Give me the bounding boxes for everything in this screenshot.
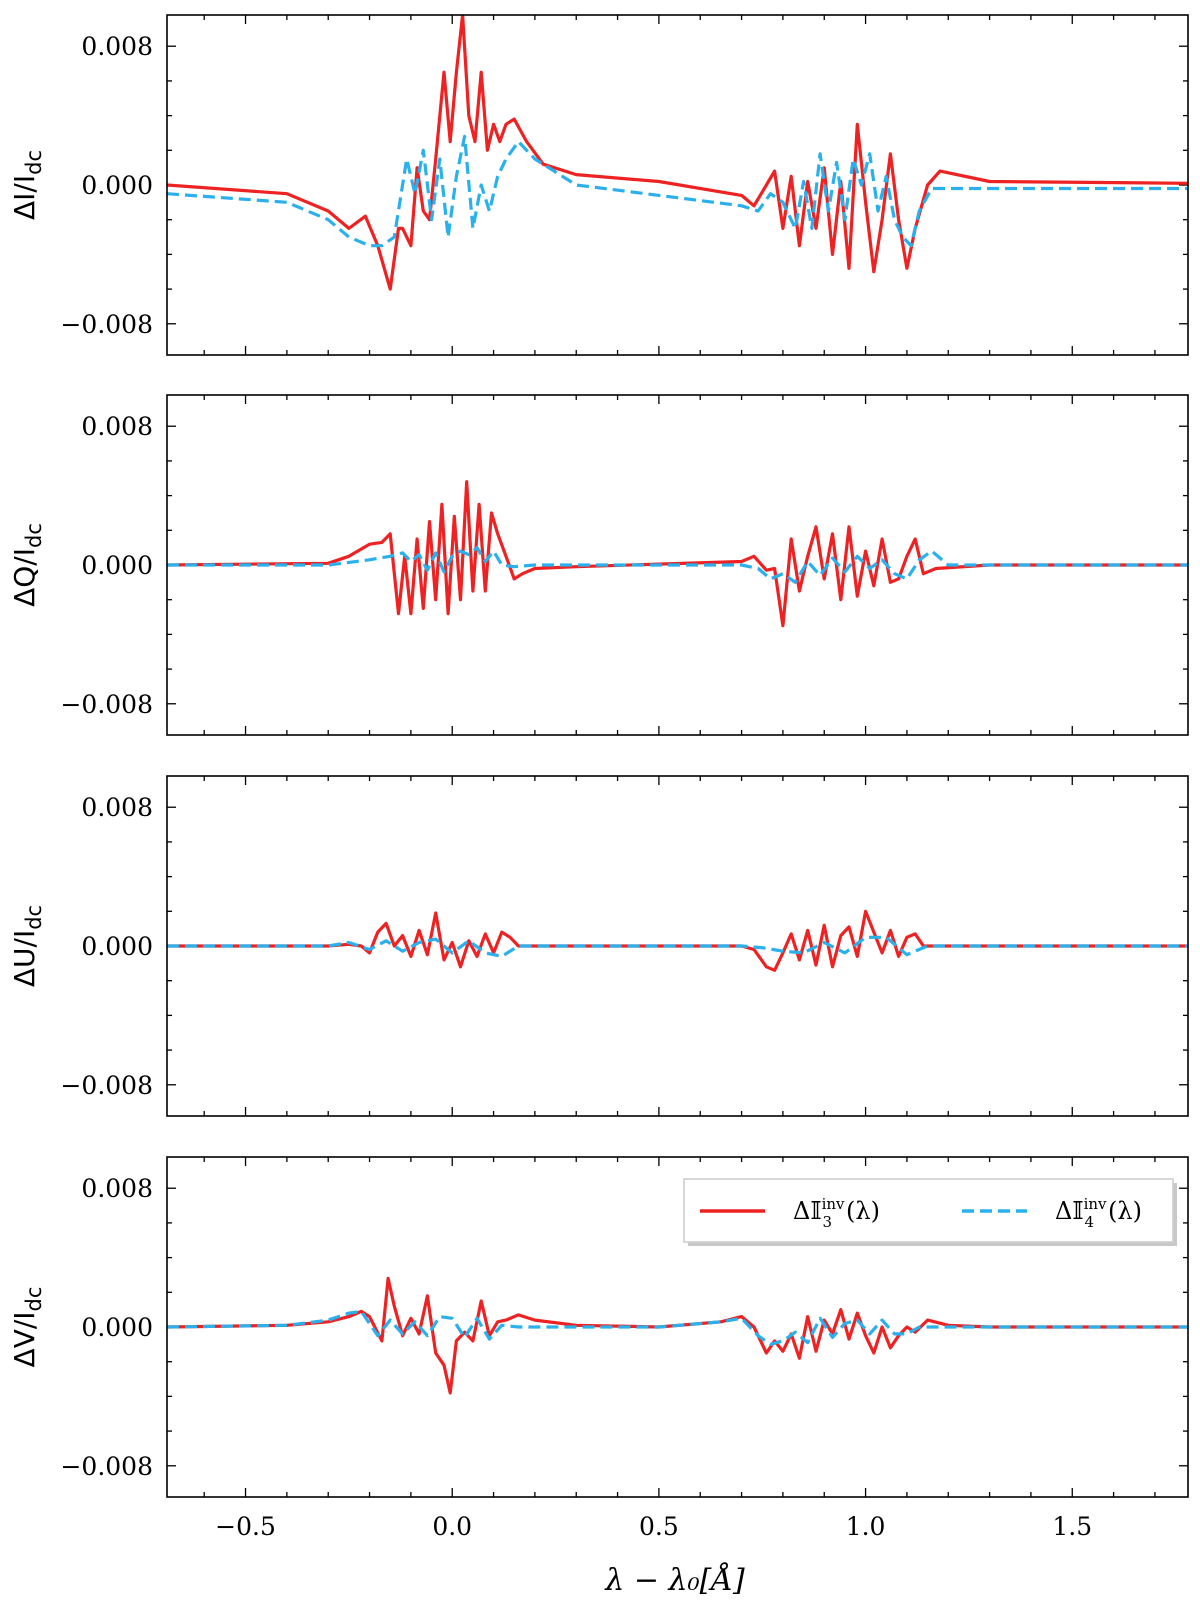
panel-frame bbox=[166, 775, 1189, 1117]
y-axis-label: ΔQ/Idc bbox=[8, 523, 46, 607]
series-line-3 bbox=[167, 15, 1188, 291]
y-tick-label: −0.008 bbox=[60, 310, 153, 339]
series-line-4 bbox=[167, 134, 1188, 248]
legend-label-series-4: Δ𝕀inv 4 (λ) bbox=[1055, 1195, 1142, 1231]
panels-layer: 0.008 0.000 −0.008 ΔI/Idc 0.008 0.000 −0.008 ΔQ… bbox=[8, 14, 1189, 1541]
x-axis-label: λ − λ₀[Å] bbox=[604, 1562, 745, 1598]
series-line-3 bbox=[167, 909, 1188, 972]
y-tick-label: 0.000 bbox=[81, 171, 153, 200]
series-line-3 bbox=[167, 1276, 1188, 1395]
x-tick-labels: −0.5 0.0 0.5 1.0 1.5 bbox=[215, 1512, 1092, 1541]
panel-4: 0.008 0.000 −0.008 ΔV/Idc bbox=[8, 1156, 1189, 1498]
y-tick-label: −0.008 bbox=[60, 1071, 153, 1100]
y-tick-label: 0.008 bbox=[81, 793, 153, 822]
y-tick-label: 0.000 bbox=[81, 551, 153, 580]
x-axis-label-text: λ − λ₀[Å] bbox=[604, 1562, 745, 1598]
y-tick-label: 0.008 bbox=[81, 1174, 153, 1203]
panel-frame bbox=[166, 1156, 1189, 1498]
panel-frame bbox=[166, 394, 1189, 736]
panel-frame bbox=[166, 14, 1189, 356]
y-tick-label: 0.000 bbox=[81, 1313, 153, 1342]
y-axis-label: ΔI/Idc bbox=[8, 150, 46, 220]
x-tick-label: −0.5 bbox=[215, 1512, 276, 1541]
panel-1: 0.008 0.000 −0.008 ΔI/Idc bbox=[8, 14, 1189, 356]
panel-3: 0.008 0.000 −0.008 ΔU/Idc bbox=[8, 775, 1189, 1117]
legend-label-series-3: Δ𝕀inv 3 (λ) bbox=[793, 1195, 880, 1231]
y-tick-label: 0.008 bbox=[81, 32, 153, 61]
legend: Δ𝕀inv 3 (λ) Δ𝕀inv 4 (λ) bbox=[683, 1178, 1177, 1246]
x-tick-label: 0.0 bbox=[432, 1512, 472, 1541]
y-tick-label: −0.008 bbox=[60, 690, 153, 719]
series-line-3 bbox=[167, 480, 1188, 628]
y-tick-label: −0.008 bbox=[60, 1452, 153, 1481]
series-line-4 bbox=[167, 935, 1188, 958]
x-tick-label: 1.5 bbox=[1052, 1512, 1092, 1541]
legend-frame bbox=[683, 1178, 1174, 1243]
y-tick-label: 0.008 bbox=[81, 412, 153, 441]
x-tick-label: 1.0 bbox=[846, 1512, 886, 1541]
y-axis-label: ΔV/Idc bbox=[8, 1287, 46, 1368]
y-tick-label: 0.000 bbox=[81, 932, 153, 961]
panel-2: 0.008 0.000 −0.008 ΔQ/Idc bbox=[8, 394, 1189, 736]
series-line-4 bbox=[167, 1309, 1188, 1346]
x-tick-label: 0.5 bbox=[639, 1512, 679, 1541]
y-axis-label: ΔU/Idc bbox=[8, 905, 46, 987]
series-line-4 bbox=[167, 546, 1188, 584]
